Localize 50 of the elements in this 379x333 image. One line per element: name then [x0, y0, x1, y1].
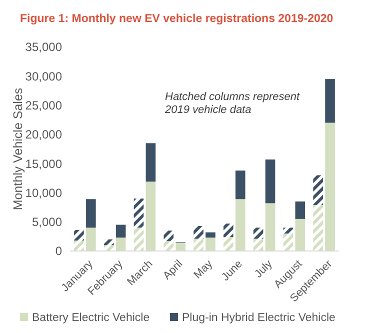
bar [265, 203, 276, 251]
bar [164, 230, 174, 242]
bar [313, 175, 323, 205]
bar [283, 234, 294, 251]
bar [325, 79, 335, 123]
bar [295, 201, 306, 219]
bar [116, 238, 126, 251]
legend-label: Battery Electric Vehicle [32, 312, 150, 324]
y-tick-label: 0 [55, 244, 62, 258]
y-tick-label: 10,000 [25, 186, 62, 200]
chart-title: Figure 1: Monthly new EV vehicle registrations 2019-2020 [20, 13, 334, 25]
y-axis-title: Monthly Vehicle Sales [11, 88, 25, 210]
bar [224, 237, 234, 251]
bar [235, 170, 246, 200]
bar [283, 228, 294, 234]
bar [134, 198, 144, 228]
bar [176, 242, 186, 251]
bar [116, 224, 126, 238]
y-tick-label: 20,000 [25, 128, 62, 142]
bar [74, 240, 84, 251]
bar [74, 230, 84, 241]
bar [104, 245, 114, 251]
y-tick-label: 30,000 [25, 69, 62, 84]
bar [146, 182, 156, 251]
bar [265, 159, 276, 204]
bar [194, 226, 204, 239]
annotation: Hatched columns represent 2019 vehicle data [164, 91, 300, 116]
y-tick-label: 35,000 [25, 40, 62, 54]
bar [104, 239, 114, 246]
bar [224, 224, 234, 238]
bar [164, 241, 174, 251]
y-tick-label: 15,000 [25, 156, 62, 171]
bar [253, 238, 264, 251]
bar [325, 122, 335, 251]
bar [194, 238, 204, 251]
bar [235, 199, 246, 251]
x-tick-label: May [192, 258, 216, 282]
legend-label: Plug-in Hybrid Electric Vehicle [182, 312, 336, 324]
y-tick-label: 5,000 [32, 215, 62, 230]
x-tick-label: July [252, 258, 276, 280]
bar [313, 204, 323, 251]
y-tick-label: 25,000 [25, 98, 62, 112]
bar [295, 218, 306, 251]
bar [86, 199, 96, 228]
bar [146, 143, 156, 182]
bar [86, 228, 96, 251]
bar [206, 238, 216, 251]
bar [134, 228, 144, 251]
bar [206, 232, 216, 238]
bar [253, 228, 264, 239]
